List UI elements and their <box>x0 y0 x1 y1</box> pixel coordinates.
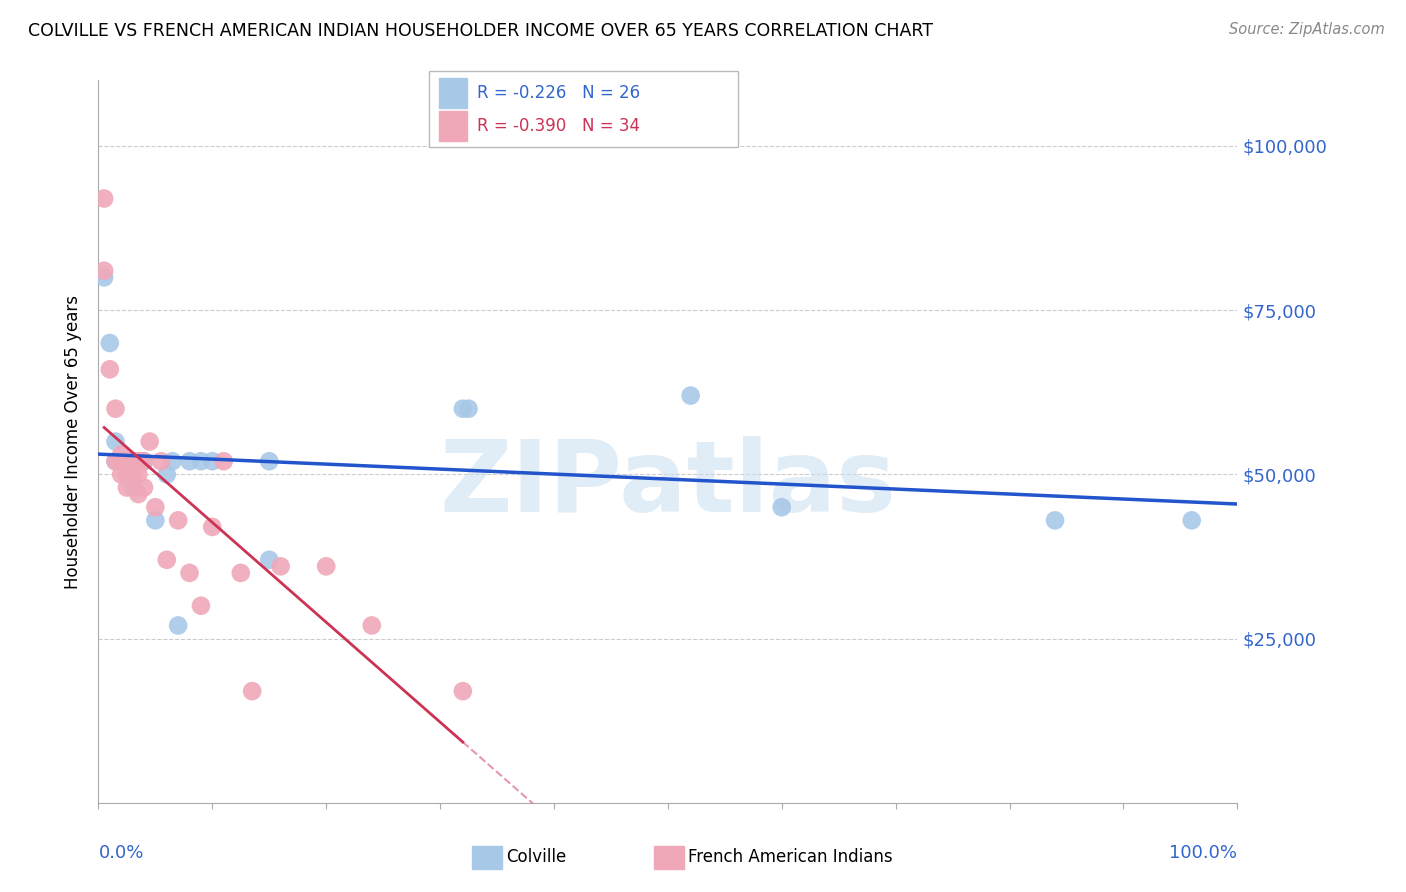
Point <box>104 434 127 449</box>
Point <box>150 454 173 468</box>
Point <box>93 264 115 278</box>
Point <box>127 487 149 501</box>
Text: 0.0%: 0.0% <box>98 845 143 863</box>
Point <box>315 559 337 574</box>
Point <box>138 434 160 449</box>
FancyBboxPatch shape <box>472 847 502 870</box>
Text: R = -0.226   N = 26: R = -0.226 N = 26 <box>477 84 640 102</box>
Point <box>110 454 132 468</box>
Point <box>162 454 184 468</box>
Point <box>110 448 132 462</box>
Point <box>104 454 127 468</box>
Point <box>145 500 167 515</box>
Point <box>104 454 127 468</box>
Y-axis label: Householder Income Over 65 years: Householder Income Over 65 years <box>65 294 83 589</box>
Point <box>229 566 252 580</box>
Point <box>93 192 115 206</box>
Point <box>1043 513 1066 527</box>
Point <box>132 481 155 495</box>
Point <box>127 454 149 468</box>
Point <box>240 684 263 698</box>
Point <box>110 454 132 468</box>
Point <box>156 467 179 482</box>
Point <box>104 401 127 416</box>
Point <box>259 454 281 468</box>
Point <box>121 454 143 468</box>
Point <box>167 618 190 632</box>
FancyBboxPatch shape <box>654 847 683 870</box>
Point <box>457 401 479 416</box>
Point <box>93 270 115 285</box>
Point <box>179 454 201 468</box>
Point <box>179 566 201 580</box>
Point <box>270 559 292 574</box>
Point <box>110 467 132 482</box>
Text: Source: ZipAtlas.com: Source: ZipAtlas.com <box>1229 22 1385 37</box>
Point <box>127 467 149 482</box>
Point <box>98 362 121 376</box>
Text: R = -0.390   N = 34: R = -0.390 N = 34 <box>477 117 640 135</box>
Point <box>360 618 382 632</box>
Point <box>167 513 190 527</box>
Point <box>115 454 138 468</box>
Point <box>115 467 138 482</box>
Point <box>679 388 702 402</box>
Point <box>201 454 224 468</box>
Point <box>212 454 235 468</box>
Point <box>127 454 149 468</box>
Point <box>115 467 138 482</box>
Point <box>259 553 281 567</box>
Text: ZIPatlas: ZIPatlas <box>440 436 896 533</box>
Point <box>145 513 167 527</box>
Point <box>201 520 224 534</box>
Point <box>770 500 793 515</box>
Point <box>110 454 132 468</box>
Text: 100.0%: 100.0% <box>1170 845 1237 863</box>
Point <box>1181 513 1204 527</box>
Point <box>132 454 155 468</box>
Point <box>451 684 474 698</box>
Point <box>127 454 149 468</box>
Text: COLVILLE VS FRENCH AMERICAN INDIAN HOUSEHOLDER INCOME OVER 65 YEARS CORRELATION : COLVILLE VS FRENCH AMERICAN INDIAN HOUSE… <box>28 22 934 40</box>
Point <box>121 481 143 495</box>
Point <box>190 454 212 468</box>
Point <box>190 599 212 613</box>
Point <box>121 454 143 468</box>
Point <box>98 336 121 351</box>
Point <box>132 454 155 468</box>
Point <box>121 467 143 482</box>
Text: French American Indians: French American Indians <box>689 848 893 866</box>
Point <box>451 401 474 416</box>
Point <box>156 553 179 567</box>
Text: Colville: Colville <box>506 848 567 866</box>
Point <box>115 481 138 495</box>
